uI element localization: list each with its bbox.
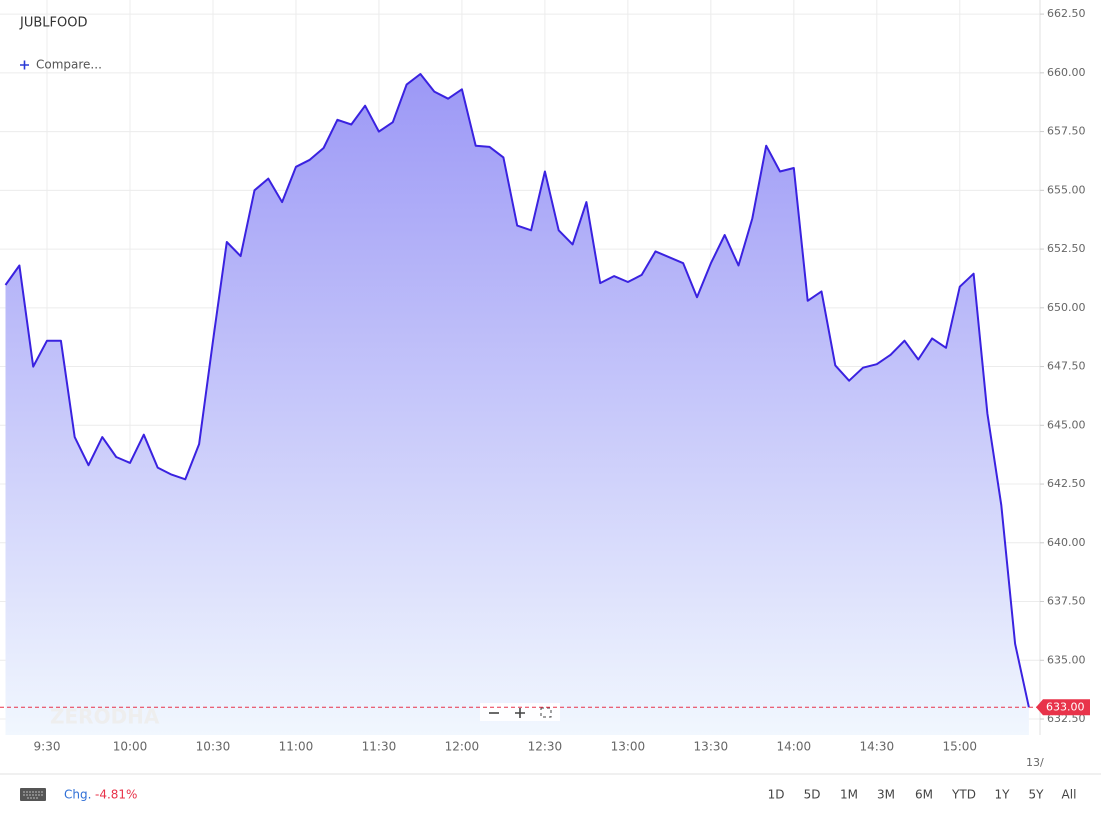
x-tick-label: 12:30 (528, 740, 563, 754)
range-button[interactable]: 3M (877, 788, 895, 802)
y-tick-label: 650.00 (1047, 301, 1086, 314)
range-button[interactable]: 5Y (1029, 788, 1045, 802)
range-button[interactable]: YTD (951, 788, 976, 802)
y-tick-label: 657.50 (1047, 125, 1086, 138)
y-tick-label: 635.00 (1047, 653, 1086, 666)
change-label: Chg. (64, 788, 91, 802)
range-button[interactable]: 6M (915, 788, 933, 802)
x-tick-label: 14:30 (860, 740, 895, 754)
range-button[interactable]: All (1062, 788, 1077, 802)
x-tick-label: 9:30 (34, 740, 61, 754)
x-tick-label: 11:00 (279, 740, 314, 754)
x-tick-label: 12:00 (445, 740, 480, 754)
x-tick-label: 13:00 (611, 740, 646, 754)
y-tick-label: 652.50 (1047, 242, 1086, 255)
x-tick-label: 15:00 (942, 740, 977, 754)
y-tick-label: 640.00 (1047, 536, 1086, 549)
y-tick-label: 655.00 (1047, 183, 1086, 196)
range-button[interactable]: 1M (840, 788, 858, 802)
y-tick-label: 647.50 (1047, 360, 1086, 373)
last-price-badge (1036, 699, 1090, 716)
x-tick-label: 11:30 (362, 740, 397, 754)
x-tick-label: 13:30 (694, 740, 729, 754)
watermark: ZERODHA (50, 705, 160, 729)
range-button[interactable]: 1D (768, 788, 785, 802)
range-button[interactable]: 1Y (995, 788, 1011, 802)
price-line (4, 73, 1030, 708)
chart-title: JUBLFOOD (19, 16, 87, 31)
y-tick-label: 662.50 (1047, 7, 1086, 20)
keyboard-icon[interactable] (20, 788, 46, 801)
compare-button[interactable]: Compare... (20, 58, 102, 72)
y-tick-label: 645.00 (1047, 418, 1086, 431)
x-tick-label: 14:00 (777, 740, 812, 754)
change-value: -4.81% (95, 788, 137, 802)
x-tick-label: 10:30 (196, 740, 231, 754)
y-tick-label: 642.50 (1047, 477, 1086, 490)
zoom-controls (480, 703, 560, 721)
range-button[interactable]: 5D (804, 788, 821, 802)
compare-label[interactable]: Compare... (36, 58, 102, 72)
zoom-in[interactable] (515, 708, 525, 718)
y-tick-label: 660.00 (1047, 66, 1086, 79)
area-fill (5, 74, 1029, 735)
fullscreen[interactable] (540, 707, 552, 718)
x-tick-label: 10:00 (113, 740, 148, 754)
y-tick-label: 637.50 (1047, 595, 1086, 608)
last-price-label: 633.00 (1046, 700, 1085, 713)
x-end-label: 13/ (1026, 756, 1044, 769)
